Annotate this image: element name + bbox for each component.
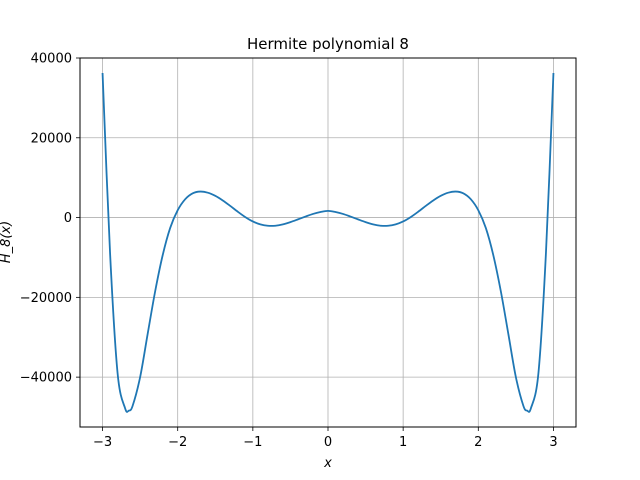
x-tick-label: −3 <box>93 435 112 450</box>
y-tick-label: 0 <box>64 211 72 226</box>
x-tick-label: 1 <box>399 435 407 450</box>
y-tick-label: −20000 <box>20 291 72 306</box>
y-axis-label: H_8(x) <box>0 221 14 263</box>
tick-layer: −3 −2 −1 0 1 2 3 −40000 −20000 0 20000 40000 <box>20 52 558 451</box>
x-axis-label: x <box>323 456 332 471</box>
x-tick-label: −1 <box>243 435 262 450</box>
x-tick-label: −2 <box>168 435 187 450</box>
y-tick-label: 40000 <box>31 52 72 67</box>
x-tick-label: 2 <box>474 435 482 450</box>
chart-title: Hermite polynomial 8 <box>247 35 409 53</box>
y-tick-label: 20000 <box>31 131 72 146</box>
x-tick-label: 3 <box>549 435 557 450</box>
series-line <box>101 72 555 413</box>
series-layer <box>101 72 555 413</box>
x-tick-label: 0 <box>324 435 332 450</box>
y-tick-label: −40000 <box>20 371 72 386</box>
